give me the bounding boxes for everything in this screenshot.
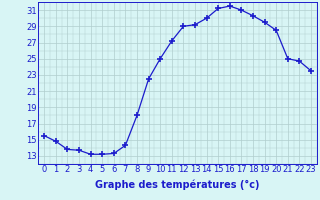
X-axis label: Graphe des températures (°c): Graphe des températures (°c) (95, 180, 260, 190)
